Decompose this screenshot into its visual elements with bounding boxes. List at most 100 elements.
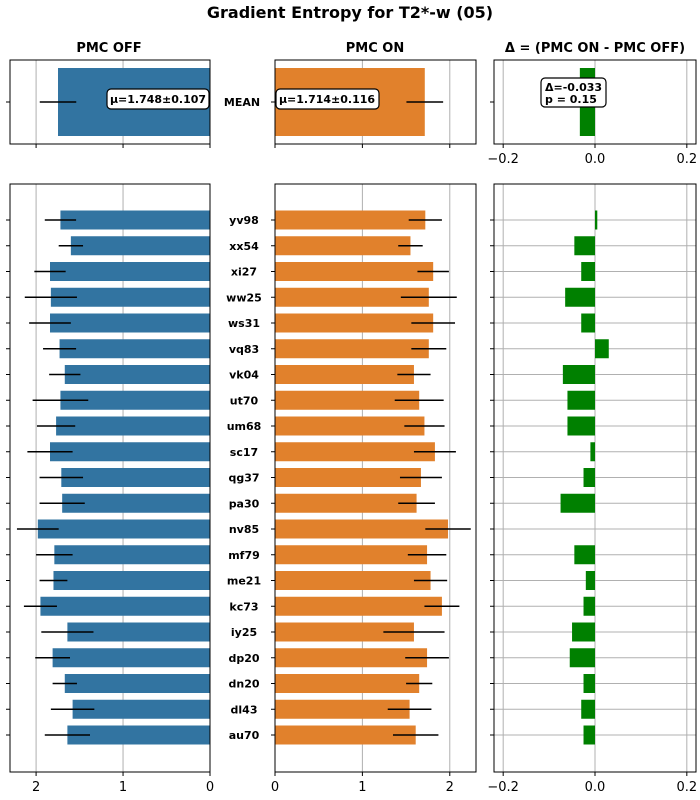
bar-on [275,519,449,539]
bar-off [53,571,211,590]
mean-diff-xtick-label: 0.0 [585,152,606,167]
category-label: iy25 [231,626,257,639]
bar-on [275,674,420,693]
mean-off-annotation-box [106,88,210,110]
mean-row-label: MEAN [224,96,260,109]
category-label: ut70 [230,394,259,407]
bar-off [64,674,210,693]
bar-off [37,519,211,539]
plot-area: MEAN −0.2 0.0 0.2 μ=1.748±0.107 μ=1.714±0.116… [6,59,697,795]
on-xtick-label: 2 [446,780,454,795]
category-label: qg37 [228,472,259,485]
bar-on [275,571,431,590]
bar-diff [581,313,595,333]
bar-off [60,210,210,230]
mean-off-annotation: μ=1.748±0.107 [110,93,206,106]
bar-diff [595,210,598,230]
bar-diff [567,390,595,410]
bar-off [67,725,211,745]
mean-diff-xtick-label: 0.2 [676,152,697,167]
bar-diff [583,596,595,616]
diff-xtick-label: 0.0 [585,780,606,795]
bar-off [72,699,210,719]
bar-off [64,365,210,384]
category-label: dn20 [228,678,259,691]
bar-on [275,365,414,384]
bar-on [275,236,411,256]
category-label: xi27 [231,266,257,279]
off-frame [9,183,211,773]
bar-diff [583,674,595,693]
mean-diff-xtick-label: −0.2 [487,152,519,167]
bar-off [50,287,210,307]
category-label: au70 [229,729,260,742]
mean-diff-annotation: Δ=-0.033 [545,81,602,94]
category-label: ws31 [228,317,260,330]
bar-on [275,493,417,513]
panel-title-on: PMC ON [346,41,404,56]
category-label: sc17 [230,446,258,459]
bar-off [50,442,210,462]
off-xtick-label: 1 [119,780,127,795]
bar-diff [581,699,595,719]
bar-diff [562,365,595,384]
category-label: yv98 [229,214,259,227]
panel-title-off: PMC OFF [76,41,141,56]
bar-diff [583,725,595,745]
category-label: me21 [227,575,261,588]
bar-on [275,648,428,668]
bar-off [50,262,210,281]
bar-off [61,468,210,487]
bar-diff [574,545,595,565]
bar-on [275,442,435,462]
bar-diff [590,442,595,462]
bar-on [275,699,410,719]
on-xtick-label: 0 [271,780,279,795]
bar-diff [574,236,595,256]
mean-diff-annotation-box [540,77,607,108]
on-frame [274,183,477,773]
bar-on [275,390,420,410]
mean-on-annotation: μ=1.714±0.116 [279,93,375,106]
on-xtick-label: 1 [358,780,366,795]
bar-on [275,313,434,333]
bar-on [275,468,421,487]
bar-off [40,596,210,616]
bar-on [275,287,429,307]
diff-xtick-label: −0.2 [487,780,519,795]
bar-on [275,596,442,616]
category-label: dl43 [231,703,258,716]
panel-title-diff: Δ = (PMC ON - PMC OFF) [505,41,685,56]
off-xtick-label: 0 [206,780,214,795]
bar-on [275,622,414,642]
bar-diff [567,416,595,436]
bar-off [50,313,210,333]
bar-diff [565,287,595,307]
bar-on [275,262,434,281]
diff-xtick-label: 0.2 [676,780,697,795]
bar-off [52,648,210,668]
bar-diff [560,493,595,513]
bar-off [70,236,210,256]
bar-diff [583,468,595,487]
bar-on [275,210,426,230]
bar-off [67,622,211,642]
bar-diff [572,622,595,642]
category-label: um68 [227,420,262,433]
bar-off [59,339,210,359]
category-label: vk04 [229,369,259,382]
mean-p-annotation: p = 0.15 [545,93,597,106]
bar-off [62,493,210,513]
category-label: nv85 [229,523,259,536]
off-xtick-label: 2 [32,780,40,795]
category-label: kc73 [229,600,258,613]
mean-on-annotation-box [275,88,380,110]
bar-on [275,339,429,359]
bar-on [275,725,416,745]
bar-on [275,545,428,565]
bar-off [60,390,210,410]
category-label: mf79 [228,549,260,562]
category-label: ww25 [226,291,262,304]
category-label: vq83 [229,343,259,356]
